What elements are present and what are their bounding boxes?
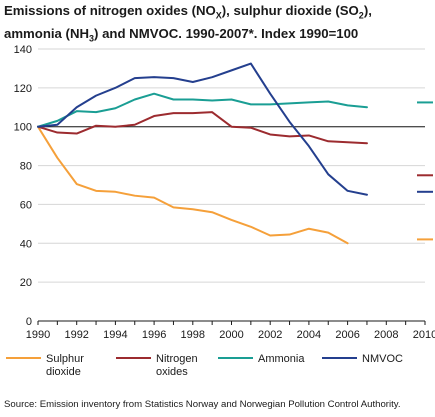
series-line-1 (37, 111, 368, 145)
chart-title: Emissions of nitrogen oxides (NOX), sulp… (4, 2, 432, 47)
source-note: Source: Emission inventory from Statisti… (4, 399, 401, 410)
title-text-1b: ), sulphur dioxide (SO (221, 3, 359, 18)
x-tick-label-2000: 2000 (219, 329, 243, 341)
title-text-2b: ) and NMVOC. 1990-2007*. Index 1990=100 (94, 25, 359, 41)
x-tick-label-1998: 1998 (181, 329, 205, 341)
x-tick-label-1990: 1990 (26, 329, 50, 341)
title-sub-3: 3 (89, 33, 95, 44)
x-tick-label-1992: 1992 (64, 329, 88, 341)
legend-label-1-1: oxides (156, 366, 188, 378)
y-tick-label-60: 60 (20, 199, 32, 211)
title-sub-2: 2 (358, 10, 364, 21)
legend-label-2-0: Ammonia (258, 353, 305, 365)
x-tick-label-2008: 2008 (374, 329, 398, 341)
y-tick-label-80: 80 (20, 161, 32, 173)
legend-label-0-0: Sulphur (46, 353, 84, 365)
x-tick-label-2010: 2010 (413, 329, 435, 341)
y-tick-label-140: 140 (14, 44, 32, 56)
x-tick-label-2006: 2006 (335, 329, 359, 341)
x-tick-label-1996: 1996 (142, 329, 166, 341)
title-sub-x: X (215, 10, 222, 21)
x-tick-label-1994: 1994 (103, 329, 127, 341)
series-line-2 (37, 92, 368, 128)
y-tick-label-120: 120 (14, 83, 32, 95)
series-line-3 (37, 62, 368, 196)
legend-label-3-0: NMVOC (362, 353, 403, 365)
legend-label-1-0: Nitrogen (156, 353, 198, 365)
y-tick-label-100: 100 (14, 122, 32, 134)
legend-label-0-1: dioxide (46, 366, 81, 378)
title-text-1c: ), (363, 3, 372, 18)
y-tick-label-40: 40 (20, 238, 32, 250)
y-tick-label-0: 0 (26, 316, 32, 328)
title-text-2a: ammonia (NH (4, 25, 89, 41)
y-tick-label-20: 20 (20, 277, 32, 289)
x-tick-label-2004: 2004 (297, 329, 321, 341)
series-line-0 (37, 125, 349, 245)
x-tick-label-2002: 2002 (258, 329, 282, 341)
title-text-1a: Emissions of nitrogen oxides (NO (4, 3, 216, 18)
